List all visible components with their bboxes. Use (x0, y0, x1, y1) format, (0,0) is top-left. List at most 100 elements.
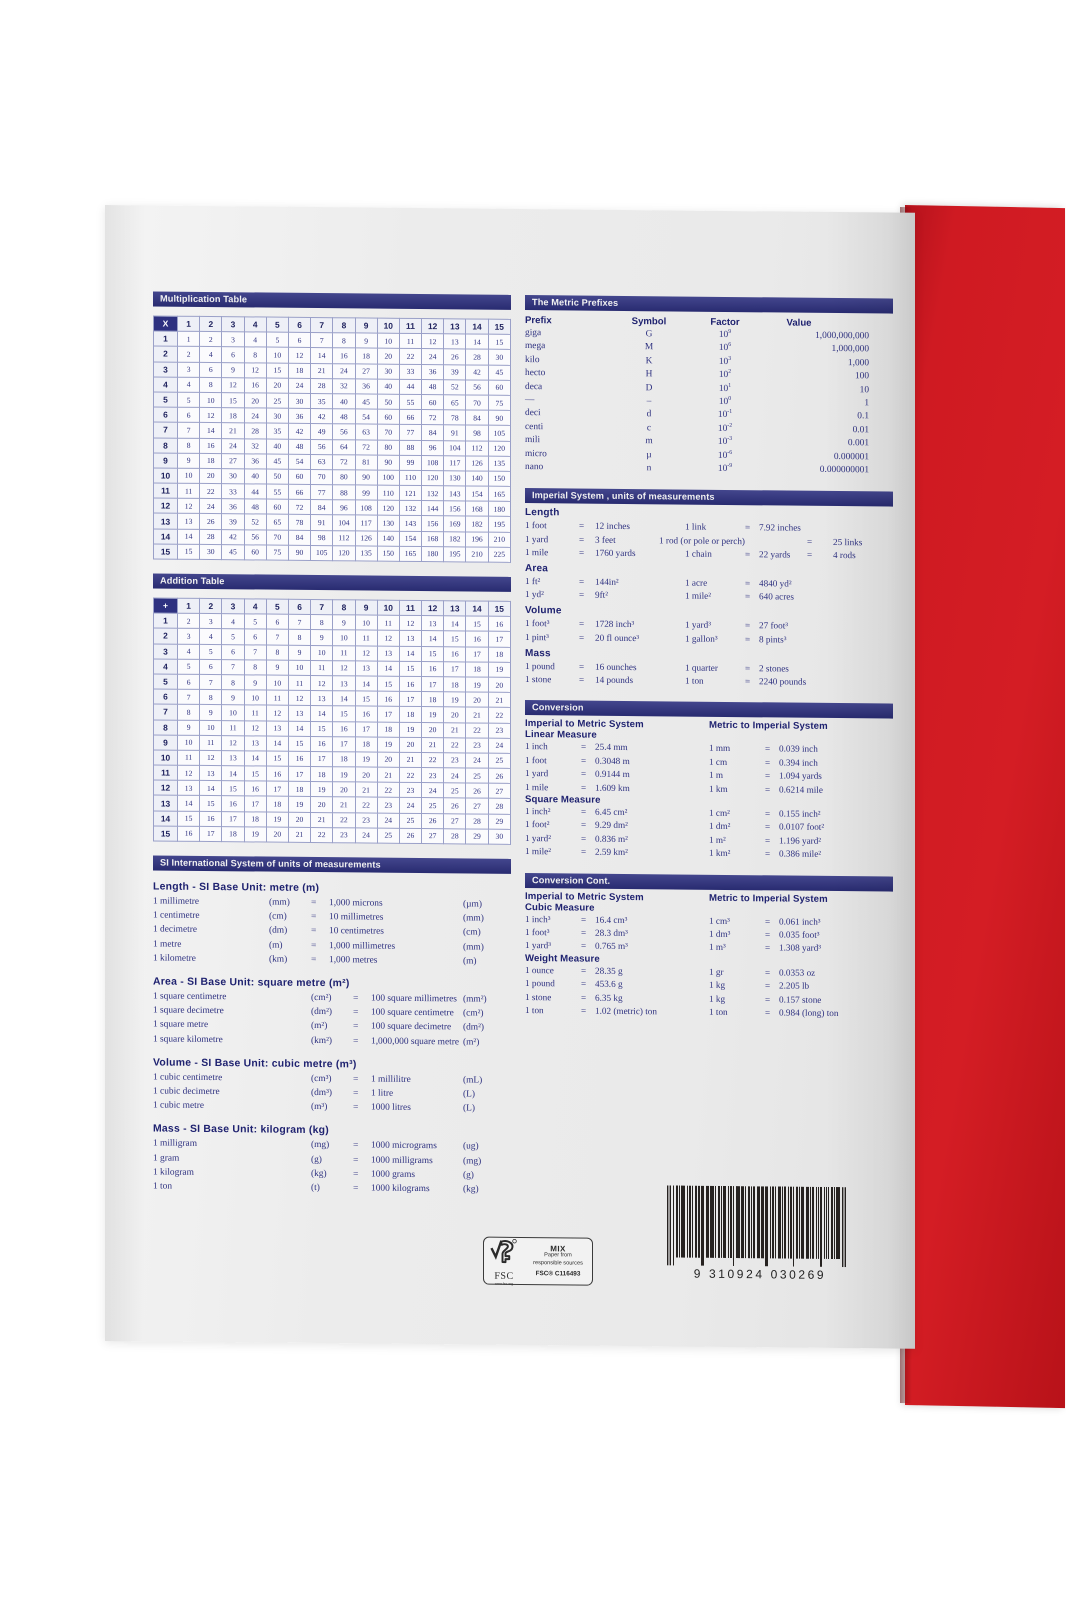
si-unit-row: 1 kilometre (km) = 1,000 metres (m) (153, 951, 511, 969)
table-cell: 16 (199, 437, 222, 454)
equals-sign: = (581, 927, 587, 938)
table-cell: 23 (488, 722, 511, 739)
si-equivalent-symbol: (ug) (463, 1141, 479, 1153)
table-cell: 22 (443, 737, 466, 753)
table-cell: 156 (443, 501, 466, 517)
prefix-symbol: K (645, 356, 653, 367)
table-cell: 63 (355, 424, 378, 440)
table-cell: 108 (421, 455, 444, 471)
si-unit-symbol: (kg) (311, 1168, 327, 1179)
conversion-right-header: Metric to Imperial System (709, 892, 828, 905)
column-header: 11 (399, 318, 422, 334)
value: 9ft² (595, 589, 608, 601)
equals-sign: = (579, 632, 585, 643)
table-cell: 36 (244, 453, 267, 469)
value-2 (833, 578, 893, 592)
table-cell: 9 (177, 452, 200, 469)
si-equivalent: 1000 kilograms (371, 1183, 430, 1195)
prefix-value: 1,000,000,000 (815, 330, 869, 342)
table-cell: 24 (465, 752, 489, 769)
table-cell: 66 (399, 409, 422, 425)
equals-sign: = (579, 576, 585, 587)
column-header: 5 (266, 317, 289, 333)
equals-sign: = (311, 912, 317, 923)
value-2 (833, 620, 893, 634)
imperial-left-pair: 1 pint³ = 20 fl ounce³ (525, 631, 685, 646)
table-cell: 35 (266, 423, 289, 439)
si-equivalent-symbol: (mg) (463, 1156, 482, 1167)
table-cell: 27 (443, 813, 466, 829)
equals-sign: = (581, 978, 587, 989)
table-cell: 16 (332, 348, 355, 364)
table-cell: 7 (221, 659, 245, 675)
table-cell: 210 (465, 546, 489, 563)
table-cell: 56 (465, 379, 489, 396)
value: 1.308 yard³ (779, 942, 822, 954)
table-cell: 11 (310, 660, 333, 676)
equals-sign: = (311, 940, 317, 951)
table-cell: 52 (443, 379, 466, 395)
column-header: 10 (377, 318, 400, 334)
table-cell: 18 (355, 736, 378, 752)
table-cell: 9 (221, 362, 245, 378)
table-cell: 143 (399, 515, 422, 532)
table-cell: 16 (377, 691, 400, 707)
table-cell: 121 (399, 485, 422, 501)
table-cell: 26 (199, 513, 222, 530)
table-cell: 16 (399, 676, 422, 692)
equals-sign: = (745, 578, 751, 589)
table-cell: 36 (421, 364, 444, 380)
column-header: 2 (199, 598, 222, 614)
section-bar-si: SI International System of units of meas… (153, 855, 511, 874)
table-cell: 2 (177, 346, 200, 362)
row-header: 8 (153, 719, 178, 735)
prefix-factor: 10-1 (717, 409, 733, 421)
table-cell: 20 (199, 468, 222, 484)
row-header: 9 (153, 452, 178, 469)
table-cell: 15 (221, 780, 245, 797)
row-header: 14 (153, 528, 178, 545)
value: 0.984 (long) ton (779, 1007, 839, 1019)
column-header: 7 (310, 317, 333, 333)
conversion-row: 1 ton = 1.02 (metric) ton (525, 1004, 709, 1019)
table-cell: 104 (443, 440, 466, 456)
si-unit-symbol: (mg) (311, 1140, 330, 1151)
si-equivalent-symbol: (dm²) (463, 1022, 485, 1034)
table-cell: 16 (310, 736, 333, 752)
fsc-certification-label: FSC www.fsc.org MIX Paper from responsib… (483, 1236, 593, 1286)
equals-sign: = (311, 926, 317, 937)
table-cell: 22 (332, 812, 355, 828)
unit: 1 dm³ (709, 928, 731, 939)
table-cell: 78 (443, 409, 466, 426)
table-cell: 33 (221, 483, 245, 500)
prefix-factor: 101 (718, 382, 732, 394)
si-unit-row: 1 cubic metre (m³) = 1000 litres (L) (153, 1099, 511, 1117)
section-bar-conversion: Conversion (525, 700, 893, 719)
table-cell: 13 (377, 645, 400, 662)
prefix-name: — (525, 395, 535, 406)
unit: 1 yard² (525, 832, 551, 844)
conversion-column-metric-to-imperial: 1 gr = 0.0353 oz 1 kg = 2.205 lb 1 kg = 0.157 st… (709, 966, 893, 1021)
table-corner-operator: + (153, 597, 178, 614)
table-row: 15 16 17 18 19 20 21 22 23 24 25 26 27 28 29 30 (153, 825, 511, 845)
table-cell: 45 (488, 364, 511, 381)
value: 7.92 inches (759, 522, 801, 534)
row-header: 7 (153, 422, 178, 438)
equals-sign: = (581, 992, 587, 1003)
unit: 1 chain (685, 548, 712, 559)
table-cell: 45 (355, 393, 378, 410)
equals-sign: = (745, 620, 751, 631)
column-header: 12 (421, 318, 444, 334)
conversion-column-metric-to-imperial: 1 cm² = 0.155 inch² 1 dm² = 0.0107 foot² 1 m² =… (709, 807, 893, 862)
si-equivalent: 100 square centimetre (371, 1007, 454, 1019)
table-cell: 11 (221, 720, 245, 736)
si-equivalent: 1000 milligrams (371, 1155, 433, 1166)
equals-sign: = (581, 965, 587, 976)
conversion-columns: 1 inch² = 6.45 cm² 1 foot² = 9.29 dm² 1 yard² =… (525, 805, 893, 862)
unit: 1 acre (685, 577, 708, 588)
unit: 1 pound (525, 978, 555, 989)
si-equivalent: 1,000 metres (329, 954, 378, 966)
row-header: 1 (153, 331, 178, 347)
equals-sign-2 (807, 633, 833, 646)
table-cell: 12 (244, 720, 267, 736)
